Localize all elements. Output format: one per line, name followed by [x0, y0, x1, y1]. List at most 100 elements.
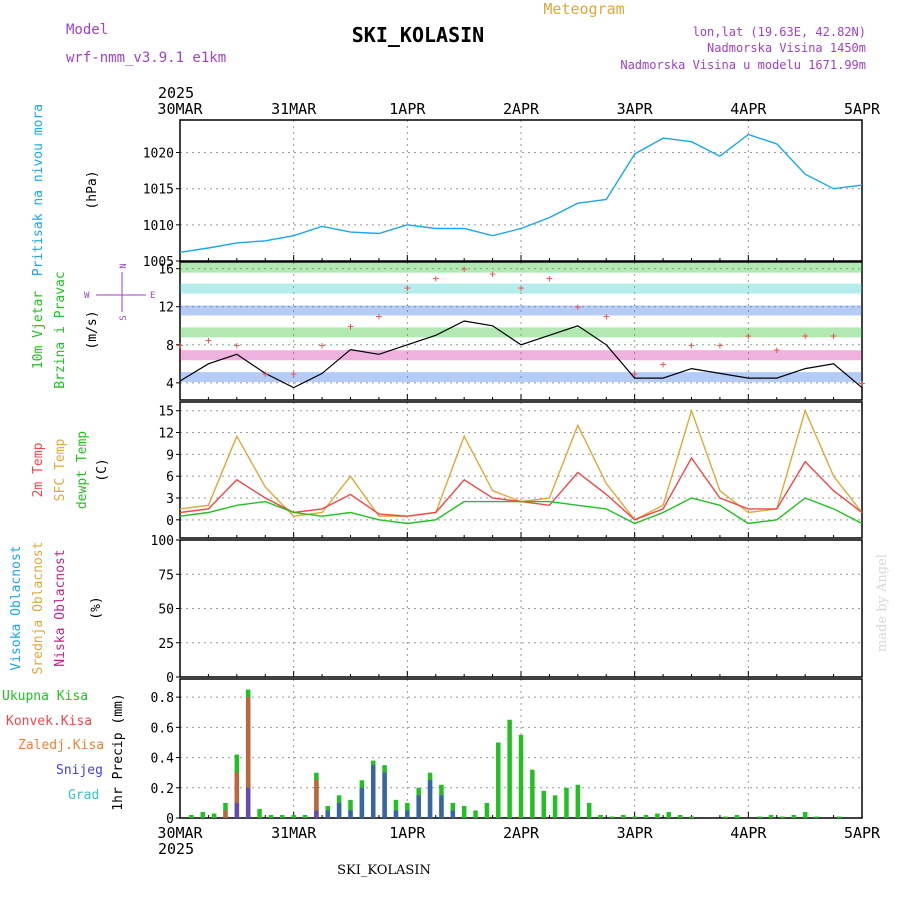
wind-ytick-label: 4: [166, 377, 174, 392]
precip-total-bar: [302, 814, 308, 818]
precip-total-bar: [621, 814, 626, 818]
wind-gust-marker: +: [376, 310, 383, 323]
credit-text: made by Angel: [875, 554, 890, 652]
precip-total-bar: [484, 802, 490, 818]
precip-convective-bar: [245, 697, 251, 818]
wind-barb-band: [180, 350, 862, 361]
wind-frame: [179, 261, 863, 401]
precip-total-bar: [507, 719, 512, 818]
precip-total-bar: [643, 814, 649, 818]
precip-total-bar: [211, 813, 217, 818]
temperature-ytick-label: 15: [158, 405, 174, 420]
wind-unit: (m/s): [85, 310, 100, 349]
legend-convective: Konvek.Kisa: [6, 714, 92, 729]
wind-gust-marker: +: [262, 367, 269, 380]
temperature-ytick-label: 3: [166, 492, 174, 507]
precip-snow-bar: [245, 787, 251, 818]
precip-total-bar: [666, 811, 672, 818]
precip-total-bar: [780, 816, 785, 818]
precip-total-bar: [280, 814, 285, 818]
wind-gust-marker: +: [745, 329, 752, 342]
legend-graupel: Grad: [68, 788, 99, 803]
wind-gust-marker: +: [432, 272, 439, 285]
cloud-ytick-label: 75: [158, 568, 174, 583]
cloud-unit: (%): [89, 596, 104, 619]
cloud-frame: [179, 539, 863, 678]
pressure-ytick-label: 1005: [143, 255, 174, 270]
top-date-label: 4APR: [730, 100, 767, 118]
cloud-ytick-label: 25: [158, 637, 174, 652]
cloud-ylabel-1: Visoka Oblacnost: [9, 545, 24, 670]
cloud-ytick-label: 100: [151, 534, 174, 549]
precip-total-bar: [268, 814, 274, 818]
precip-total-bar: [473, 810, 478, 818]
legend-snow: Snijeg: [56, 763, 103, 778]
precip-ytick-label: 0.4: [151, 752, 175, 767]
year-bottom: 2025: [158, 840, 194, 858]
top-date-label: 2APR: [503, 100, 540, 118]
precip-snow-bar: [370, 765, 376, 818]
legend-frozen: Zaledj.Kisa: [18, 738, 104, 753]
bottom-date-label: 31MAR: [271, 824, 317, 842]
precip-total-bar: [757, 816, 762, 818]
bottom-date-label: 4APR: [730, 824, 767, 842]
precip-total-bar: [552, 795, 558, 818]
top-date-label: 30MAR: [157, 100, 203, 118]
pressure-line: [179, 133, 863, 253]
footer-location: SKI_KOLASIN: [337, 863, 431, 878]
precip-snow-bar: [416, 795, 421, 818]
pressure-frame: [179, 119, 863, 262]
temperature-ytick-label: 0: [166, 514, 174, 529]
bottom-date-label: 2APR: [503, 824, 540, 842]
precip-snow-bar: [393, 810, 399, 818]
wind-gust-marker: +: [518, 282, 525, 295]
precip-snow-bar: [325, 810, 331, 818]
wind-gust-marker: +: [489, 267, 496, 280]
compass-icon: W E N S: [84, 263, 155, 320]
precip-ytick-label: 0: [166, 812, 174, 827]
wind-ytick-label: 12: [158, 301, 174, 316]
temperature-ytick-label: 9: [166, 448, 174, 463]
wind-speed-line: [179, 320, 863, 389]
temp-ylabel-1: 2m Temp: [31, 442, 46, 497]
precip-convective-bar: [234, 772, 240, 818]
wind-barb-band: [180, 327, 862, 338]
precip-total-bar: [768, 814, 774, 818]
bottom-date-label: 3APR: [617, 824, 654, 842]
wind-gust-marker: +: [290, 367, 297, 380]
precip-total-bar: [586, 802, 592, 818]
top-date-label: 3APR: [617, 100, 654, 118]
wind-barb-band: [180, 305, 862, 316]
bottom-date-label: 1APR: [389, 824, 426, 842]
temperature-ytick-label: 6: [166, 470, 174, 485]
cloud-ylabel-2: Srednja Oblacnost: [31, 541, 46, 674]
precip-total-bar: [632, 816, 637, 818]
wind-gust-marker: +: [802, 329, 809, 342]
wind-gust-marker: +: [717, 339, 724, 352]
precip-total-bar: [677, 814, 683, 818]
wind-gust-marker: +: [859, 377, 866, 390]
precip-total-bar: [575, 784, 581, 818]
precip-snow-bar: [314, 810, 319, 818]
wind-ytick-label: 16: [158, 263, 174, 278]
precip-total-bar: [393, 799, 399, 818]
cloud-ytick-label: 50: [158, 603, 174, 618]
bottom-date-label: 5APR: [844, 824, 881, 842]
compass-south: S: [119, 315, 129, 320]
meteogram-label: Meteogram: [543, 0, 624, 18]
precip-total-bar: [518, 734, 524, 818]
precip-convective-bar: [223, 810, 228, 818]
wind-barb-band: [180, 372, 862, 383]
cloud-ytick-label: 0: [166, 671, 174, 686]
precip-snow-bar: [336, 802, 342, 818]
precip-total-bar: [598, 814, 603, 818]
precip-total-bar: [496, 742, 501, 818]
precip-total-bar: [689, 816, 694, 818]
pressure-ylabel: Pritisak na nivou mora: [31, 104, 46, 276]
precip-total-bar: [609, 816, 615, 818]
legend-total: Ukupna Kisa: [2, 689, 88, 704]
precip-snow-bar: [439, 795, 444, 818]
wind-gust-marker: +: [177, 339, 184, 352]
model-label: Model: [66, 22, 108, 38]
